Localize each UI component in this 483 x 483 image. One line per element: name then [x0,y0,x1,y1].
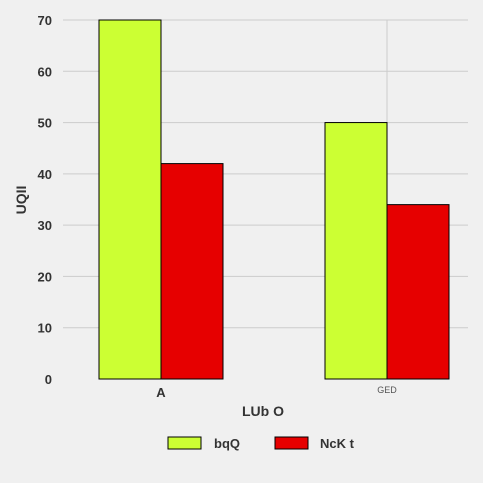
y-axis-label: UQII [13,186,29,215]
legend-swatch [274,436,309,450]
bar-series2-0 [160,163,224,380]
legend-label: bqQ [214,436,240,451]
bar-series2-1 [386,204,450,380]
y-tick-labels: 0 10 20 30 40 50 60 70 [38,13,52,387]
bar-series1-0 [98,19,162,380]
y-tick-label: 10 [38,321,52,336]
legend: bqQ NcK t [167,436,355,451]
y-tick-label: 0 [45,372,52,387]
bars [98,19,450,380]
x-axis-label: LUb O [242,403,284,419]
y-tick-label: 20 [38,269,52,284]
y-tick-label: 40 [38,167,52,182]
legend-swatch [167,436,202,450]
legend-label: NcK t [320,436,355,451]
y-tick-label: 60 [38,64,52,79]
x-tick-labels: A GED [156,385,397,400]
y-tick-label: 50 [38,116,52,131]
bar-series1-1 [324,122,388,380]
y-tick-label: 70 [38,13,52,28]
x-tick-label: GED [377,385,397,395]
x-tick-label: A [156,385,166,400]
y-tick-label: 30 [38,218,52,233]
